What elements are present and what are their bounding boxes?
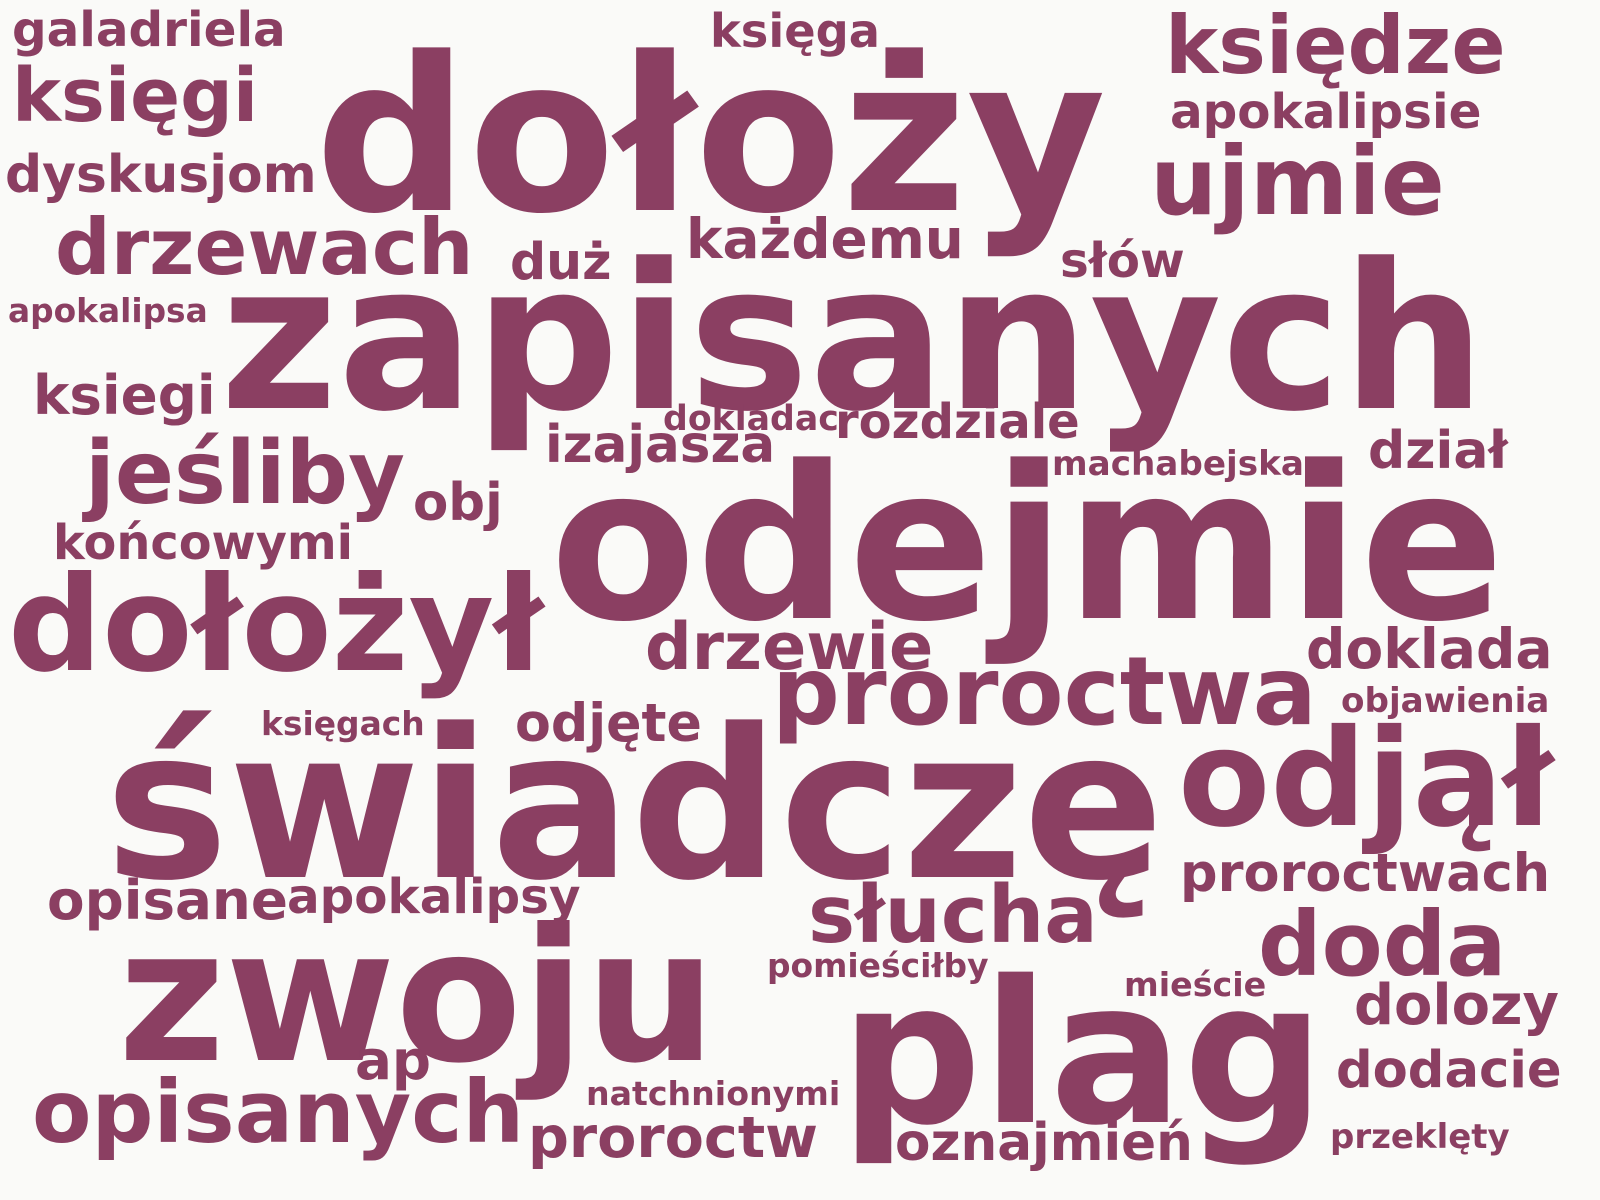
word-apokalipsa[interactable]: apokalipsa	[8, 292, 208, 330]
word-natchnionymi[interactable]: natchnionymi	[586, 1074, 841, 1113]
word-swiadcze[interactable]: świadczę	[105, 684, 1164, 926]
word-opisane[interactable]: opisane	[47, 868, 288, 932]
word-duz[interactable]: duż	[510, 232, 612, 291]
word-miescie[interactable]: mieście	[1124, 965, 1267, 1004]
word-izajasza[interactable]: izajasza	[545, 415, 776, 475]
word-proroctwa[interactable]: proroctwa	[772, 637, 1317, 747]
word-jesliby[interactable]: jeśliby	[85, 422, 405, 524]
word-dokladac[interactable]: dokladac	[663, 399, 839, 439]
word-ksiedze[interactable]: księdze	[1165, 0, 1506, 92]
word-ksiegach[interactable]: księgach	[261, 704, 425, 743]
word-proroctw[interactable]: proroctw	[528, 1105, 818, 1171]
word-doda[interactable]: doda	[1258, 892, 1507, 996]
word-doklada[interactable]: doklada	[1306, 617, 1553, 681]
word-koncowymi[interactable]: końcowymi	[53, 516, 354, 571]
word-dyskusjom[interactable]: dyskusjom	[5, 145, 317, 205]
word-objawienia[interactable]: objawienia	[1341, 681, 1550, 721]
word-odjal[interactable]: odjął	[1178, 700, 1554, 857]
word-apokalipsy[interactable]: apokalipsy	[287, 869, 581, 925]
word-dolozy[interactable]: dołoży	[315, 12, 1107, 261]
word-drzewach[interactable]: drzewach	[55, 203, 474, 293]
word-zwoju[interactable]: zwoju	[118, 890, 717, 1104]
word-slucha[interactable]: słucha	[808, 868, 1098, 961]
word-przeklety[interactable]: przeklęty	[1330, 1117, 1510, 1157]
word-machabejska[interactable]: machabejska	[1052, 444, 1304, 484]
word-zapisanych[interactable]: zapisanych	[220, 220, 1486, 456]
word-dzial[interactable]: dział	[1368, 421, 1508, 481]
word-plag[interactable]: plag	[840, 938, 1325, 1169]
word-odejmie[interactable]: odejmie	[550, 422, 1505, 669]
word-odjete[interactable]: odjęte	[515, 694, 702, 754]
word-ujmie[interactable]: ujmie	[1150, 127, 1445, 237]
word-dodacie[interactable]: dodacie	[1336, 1040, 1562, 1100]
word-dolozyl[interactable]: dołożył	[8, 549, 544, 702]
word-ksiegi[interactable]: księgi	[12, 54, 259, 139]
word-ap[interactable]: ap	[355, 1028, 432, 1092]
word-obj[interactable]: obj	[413, 473, 503, 533]
word-rozdziale[interactable]: rozdziale	[835, 394, 1080, 450]
word-slow[interactable]: słów	[1060, 233, 1185, 289]
word-ksiega[interactable]: księga	[710, 4, 880, 58]
word-kazdemu[interactable]: każdemu	[686, 207, 964, 271]
word-ksiegi-ascii[interactable]: ksiegi	[33, 363, 216, 427]
word-proroctwach[interactable]: proroctwach	[1180, 843, 1551, 904]
word-apokalipsie[interactable]: apokalipsie	[1170, 84, 1482, 140]
word-drzewie[interactable]: drzewie	[645, 609, 934, 685]
word-dolozy-ascii[interactable]: dolozy	[1354, 973, 1559, 1038]
word-galadriela[interactable]: galadriela	[12, 2, 286, 58]
word-pomiescilby[interactable]: pomieściłby	[767, 946, 989, 985]
word-opisanych[interactable]: opisanych	[32, 1063, 525, 1163]
word-oznajmien[interactable]: oznajmień	[895, 1113, 1193, 1173]
